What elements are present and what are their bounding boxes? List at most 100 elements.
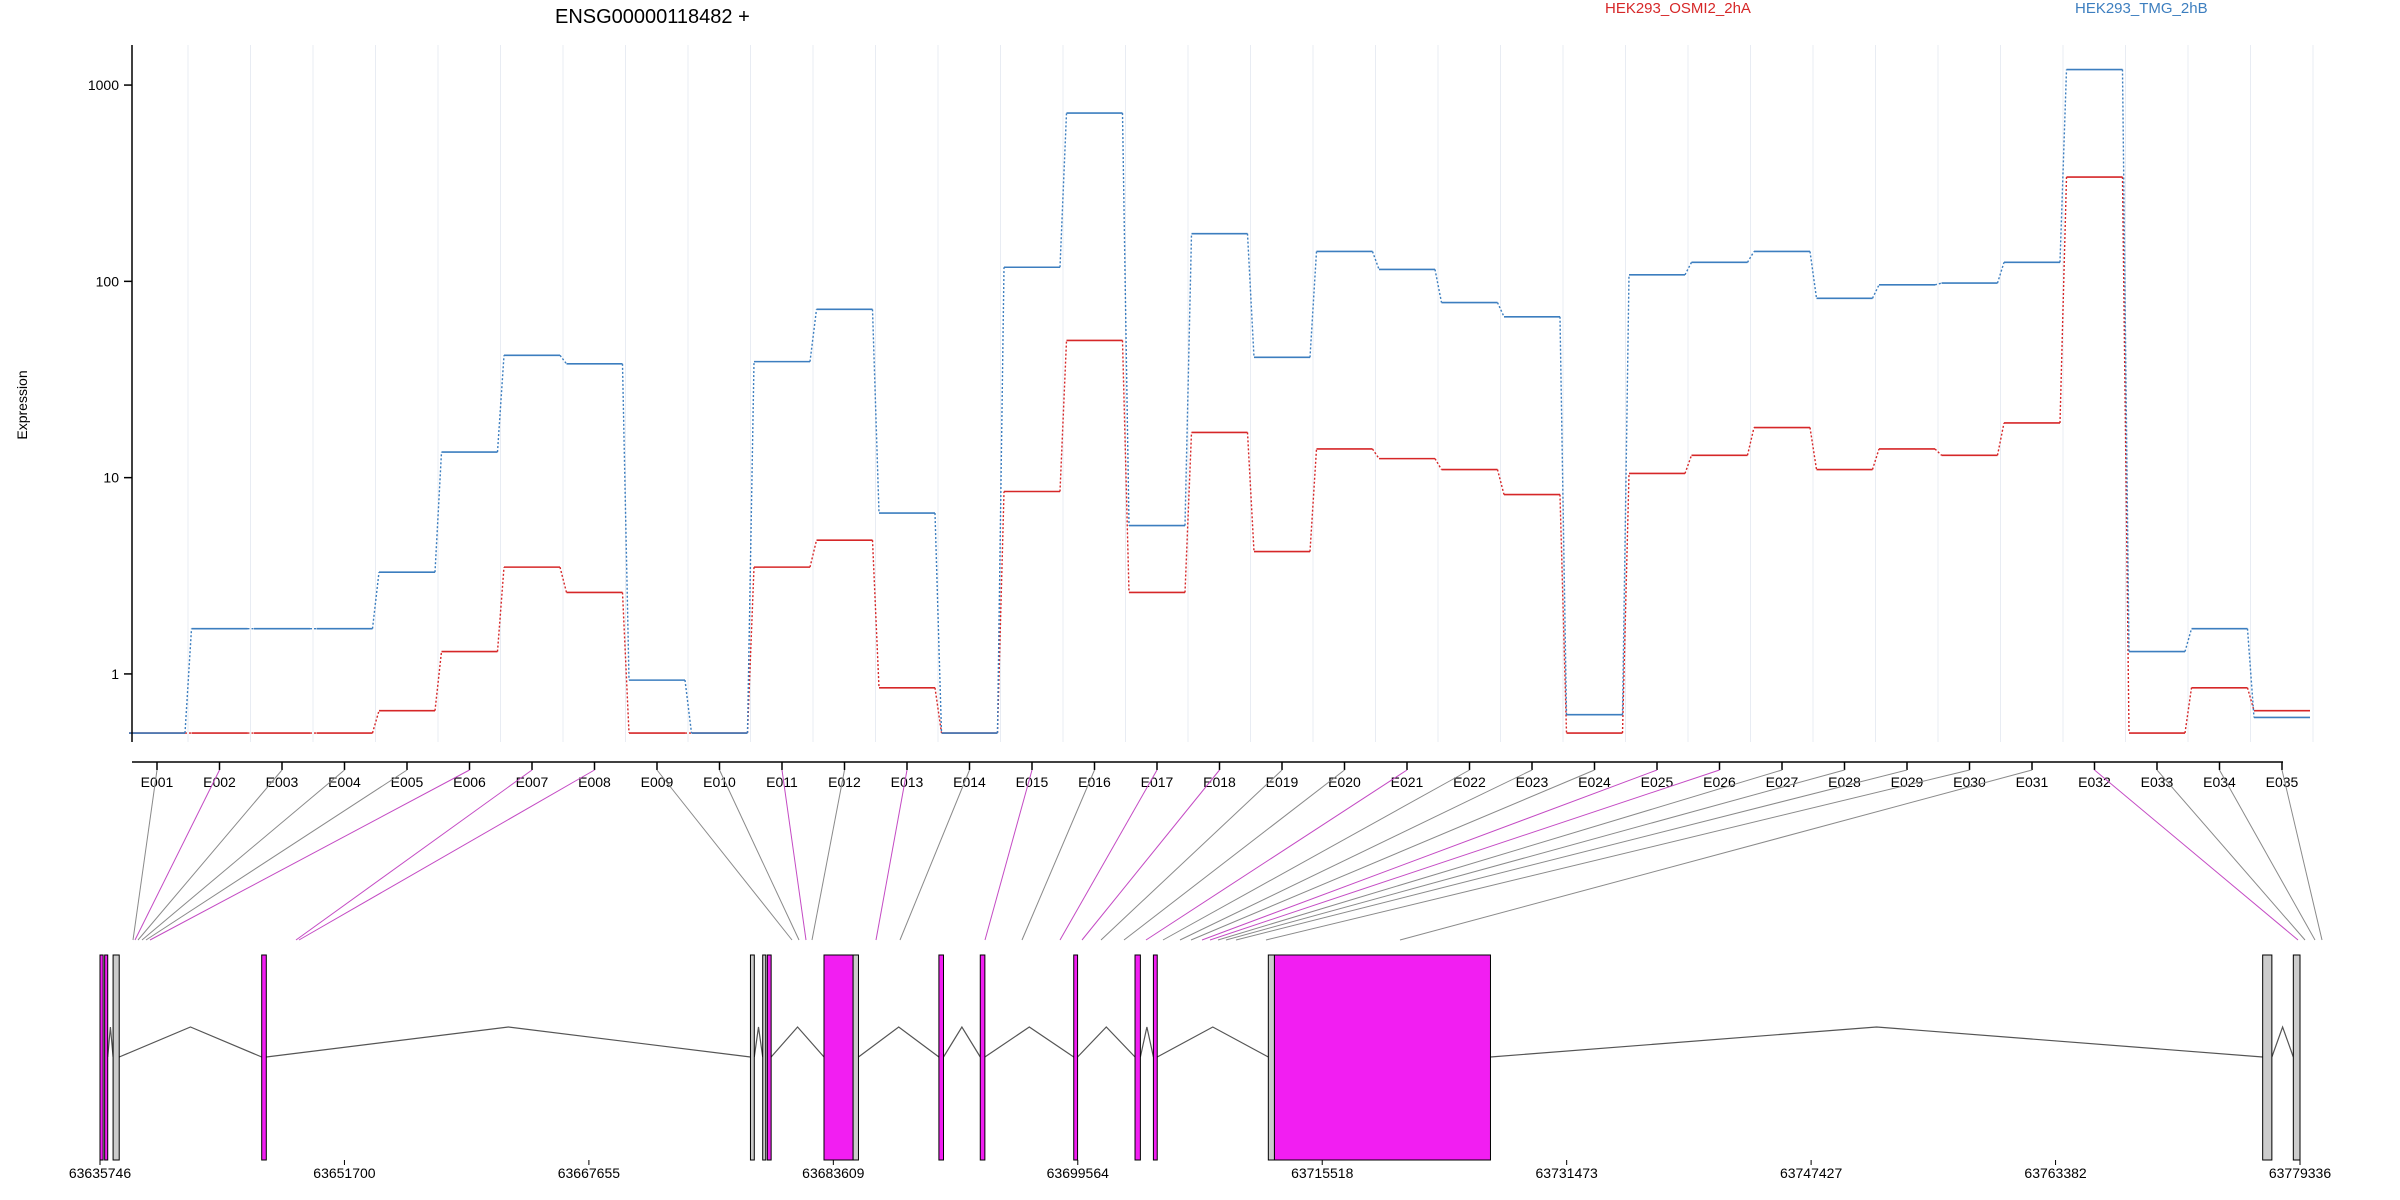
- series-2-connector: [1434, 269, 1443, 303]
- connector-e018: [1081, 769, 1220, 941]
- series-2-connector: [1621, 274, 1630, 715]
- intron: [2271, 1025, 2294, 1058]
- x-tick-label-e027: E027: [1766, 774, 1799, 790]
- x-tick-label-e015: E015: [1016, 774, 1049, 790]
- series-1-connector: [871, 540, 880, 688]
- exon-block: [261, 954, 267, 1161]
- series-1-connector: [2121, 177, 2130, 734]
- exon-block: [2262, 954, 2273, 1161]
- coord-tick-label: 63667655: [558, 1165, 621, 1181]
- connector-e017: [1059, 769, 1158, 941]
- exon-block: [104, 954, 109, 1161]
- x-tick-label-e016: E016: [1078, 774, 1111, 790]
- x-tick-label-e004: E004: [328, 774, 361, 790]
- exon-block: [749, 954, 755, 1161]
- series-2-connector: [434, 452, 443, 573]
- connector-e001: [132, 769, 158, 941]
- series-1-connector: [1184, 432, 1193, 593]
- exon-block: [938, 954, 945, 1161]
- coord-tick-label: 63747427: [1780, 1165, 1843, 1181]
- connector-e014: [899, 769, 970, 941]
- series-2-connector: [1871, 284, 1880, 299]
- x-tick-label-e002: E002: [203, 774, 236, 790]
- connector-e015: [984, 769, 1033, 941]
- connector-e023: [1179, 769, 1533, 941]
- exon-block: [766, 954, 772, 1161]
- intron: [770, 1026, 825, 1058]
- series-1-connector: [1371, 448, 1380, 460]
- connector-e008: [298, 769, 595, 941]
- intron: [858, 1026, 940, 1058]
- series-1-connector: [809, 540, 818, 568]
- y-axis: 1 10 100 1000: [88, 45, 133, 742]
- series-2-connector: [1246, 233, 1255, 358]
- connector-e007: [295, 769, 533, 941]
- x-tick-label-e005: E005: [391, 774, 424, 790]
- connector-e027: [1217, 769, 1783, 941]
- x-tick-label-e032: E032: [2078, 774, 2111, 790]
- x-tick-label-e010: E010: [703, 774, 736, 790]
- series-2-connector: [2246, 628, 2255, 718]
- connector-e011: [781, 769, 807, 941]
- intron: [118, 1026, 262, 1058]
- x-tick-label-e035: E035: [2266, 774, 2299, 790]
- intron: [753, 1026, 764, 1058]
- x-tick-label-e029: E029: [1891, 774, 1924, 790]
- coord-tick-label: 63715518: [1291, 1165, 1354, 1181]
- x-tick-label-e012: E012: [828, 774, 861, 790]
- x-tick-label-e028: E028: [1828, 774, 1861, 790]
- intron: [1156, 1026, 1269, 1058]
- series-2-connector: [996, 267, 1005, 734]
- connector-e005: [145, 769, 408, 941]
- connector-e030: [1265, 769, 1970, 941]
- connector-e032: [2094, 769, 2299, 941]
- exon-block: [762, 954, 767, 1161]
- connector-e022: [1162, 769, 1470, 941]
- coord-tick-label: 63651700: [313, 1165, 376, 1181]
- y-tick-label: 1000: [88, 77, 119, 93]
- y-axis-label: Expression: [14, 370, 30, 439]
- coord-tick-label: 63699564: [1047, 1165, 1110, 1181]
- series-1-connector: [1621, 473, 1630, 734]
- x-tick-label-e019: E019: [1266, 774, 1299, 790]
- connector-e031: [1399, 769, 2033, 941]
- x-ticks: E001 E002 E003 E004 E005 E006 E007 E008 E009 E010…: [141, 762, 2299, 790]
- series-1-connector: [434, 651, 443, 711]
- x-tick-label-e033: E033: [2141, 774, 2174, 790]
- connector-e034: [2219, 769, 2316, 941]
- series-2-connector: [1184, 233, 1193, 526]
- x-tick-label-e026: E026: [1703, 774, 1736, 790]
- x-tick-label-e030: E030: [1953, 774, 1986, 790]
- x-tick-label-e018: E018: [1203, 774, 1236, 790]
- intron: [1139, 1026, 1154, 1058]
- exon-block: [112, 954, 120, 1161]
- connector-e028: [1225, 769, 1845, 941]
- series-2: [129, 68, 2310, 734]
- exon-connectors: [132, 769, 2323, 941]
- y-ticks: 1 10 100 1000: [88, 77, 132, 682]
- x-tick-label-e017: E017: [1141, 774, 1174, 790]
- connector-e009: [656, 769, 793, 941]
- series-1: [129, 176, 2310, 734]
- series-1-connector: [1809, 427, 1818, 470]
- connector-e025: [1201, 769, 1658, 941]
- series-1-connector: [1996, 422, 2005, 456]
- coord-tick-label: 63683609: [802, 1165, 865, 1181]
- x-tick-label-e014: E014: [953, 774, 986, 790]
- connector-e020: [1123, 769, 1345, 941]
- connector-e019: [1100, 769, 1283, 941]
- connector-e026: [1209, 769, 1720, 941]
- connector-e002: [134, 769, 220, 941]
- x-tick-label-e007: E007: [516, 774, 549, 790]
- series-2-connector: [621, 363, 630, 681]
- series-2-connector: [746, 361, 755, 734]
- series-2-connector: [496, 355, 505, 453]
- series-1-connector: [559, 566, 568, 593]
- x-tick-label-e011: E011: [766, 774, 798, 790]
- series-2-connector: [1121, 113, 1130, 526]
- series-2-connector: [1059, 113, 1068, 268]
- y-tick-label: 100: [96, 273, 120, 289]
- coord-tick-label: 63731473: [1536, 1165, 1599, 1181]
- connector-e013: [875, 769, 908, 941]
- series-1-connector: [1309, 448, 1318, 552]
